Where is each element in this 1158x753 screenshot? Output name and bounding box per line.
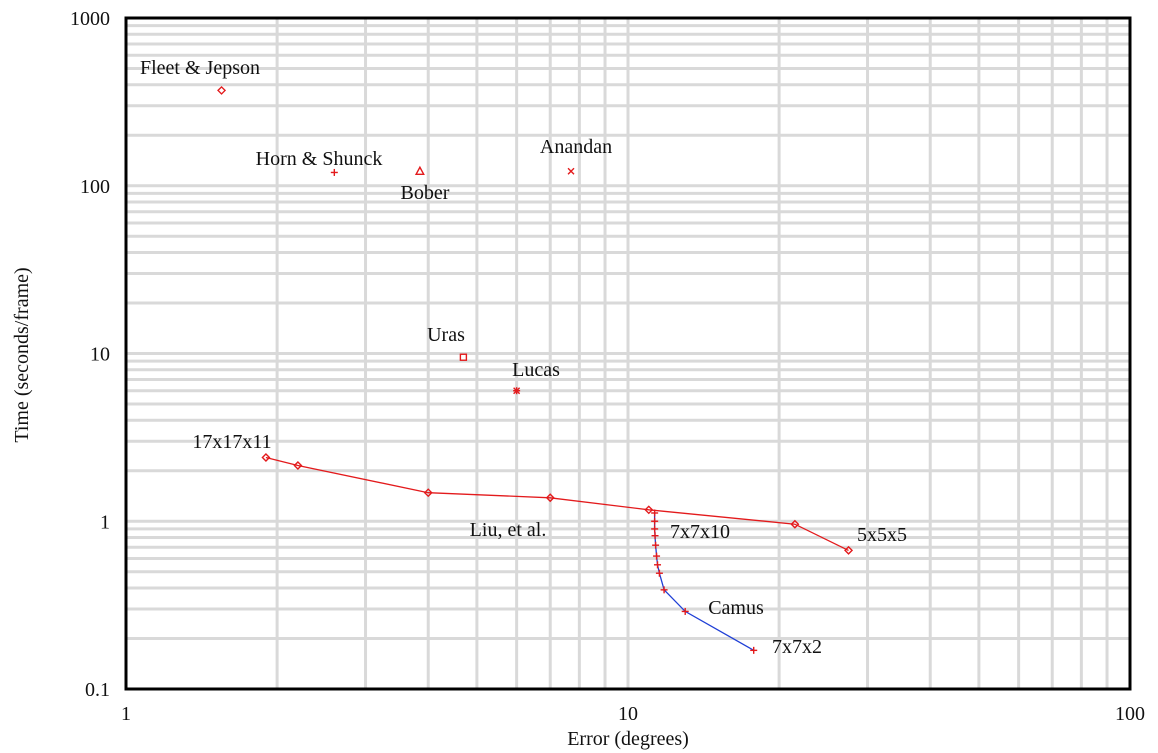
y-axis-title: Time (seconds/frame) [11, 267, 33, 442]
label-5x5x5: 5x5x5 [857, 524, 907, 546]
x-tick-label: 10 [618, 703, 638, 725]
y-tick-label: 10 [90, 344, 110, 366]
label-liu-et-al: Liu, et al. [470, 519, 547, 541]
plot-frame [124, 16, 1132, 691]
label-7x7x10: 7x7x10 [670, 521, 730, 543]
y-tick-label: 0.1 [85, 679, 110, 701]
grid-lines [126, 18, 1130, 689]
label-bober: Bober [401, 182, 450, 204]
label-17x17x11: 17x17x11 [192, 431, 271, 453]
label-uras: Uras [427, 324, 465, 346]
series-point-camus [655, 569, 663, 577]
y-tick-label: 100 [80, 176, 110, 198]
point-horn-shunck [330, 168, 338, 176]
point-lucas [513, 387, 521, 395]
series-point-camus [750, 646, 758, 654]
label-fleet-jepson: Fleet & Jepson [140, 57, 260, 79]
series-point-camus [652, 541, 660, 549]
series-point-camus [651, 525, 659, 533]
series-point-camus [651, 509, 659, 517]
series-point-liu-et-al [293, 460, 303, 470]
data-points [217, 85, 575, 395]
series-point-camus [654, 561, 662, 569]
series-point-liu-et-al [844, 545, 854, 555]
series-point-liu-et-al [261, 452, 271, 462]
series-point-camus [653, 552, 661, 560]
series-point-camus [660, 586, 668, 594]
series-point-camus [681, 607, 689, 615]
point-anandan [567, 167, 575, 175]
x-axis-title: Error (degrees) [567, 728, 689, 750]
label-7x7x2: 7x7x2 [772, 636, 822, 658]
label-horn-shunck: Horn & Shunck [256, 148, 383, 170]
data-series [261, 452, 854, 654]
series-point-liu-et-al [790, 519, 800, 529]
label-camus: Camus [708, 597, 764, 619]
x-tick-label: 1 [121, 703, 131, 725]
x-tick-label: 100 [1115, 703, 1145, 725]
annotations: Fleet & Jepson Horn & Shunck Bober Anandan U… [140, 57, 907, 658]
point-uras [459, 353, 468, 361]
point-fleet-jepson [217, 85, 227, 95]
series-point-liu-et-al [423, 488, 433, 498]
series-point-camus [651, 517, 659, 525]
series-point-camus [651, 532, 659, 540]
point-bober [414, 165, 425, 175]
y-tick-label: 1 [100, 511, 110, 533]
series-line-liu-et-al [265, 456, 849, 551]
y-tick-label: 1000 [70, 8, 110, 30]
axis-tick-labels: 1 10 100 0.1 1 10 100 1000 [70, 8, 1145, 725]
label-anandan: Anandan [540, 136, 612, 158]
series-point-liu-et-al [545, 493, 555, 503]
series-point-liu-et-al [644, 505, 654, 515]
label-lucas: Lucas [512, 359, 560, 381]
